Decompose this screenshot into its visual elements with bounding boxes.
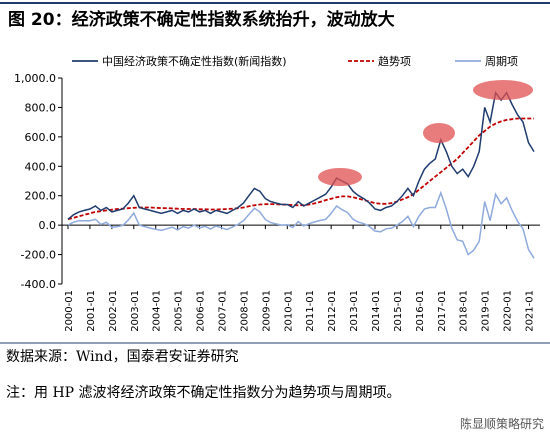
x-tick-label: 2004-01 [152,290,163,332]
x-tick-label: 2006-01 [196,290,207,332]
x-tick-label: 2016-01 [415,290,426,332]
x-tick-label: 2012-01 [327,290,338,332]
x-tick-label: 2021-01 [525,290,536,332]
series-line [67,90,535,220]
x-tick-label: 2017-01 [437,290,448,332]
x-tick-label: 2020-01 [503,290,514,332]
x-tick-label: 2007-01 [218,290,229,332]
y-tick-label: 0.0 [39,219,57,232]
legend-label: 周期项 [485,55,518,68]
y-tick-label: -200.0 [21,249,56,262]
x-tick-label: 2011-01 [305,290,316,332]
x-tick-label: 2008-01 [239,290,250,332]
x-tick-label: 2015-01 [393,290,404,332]
watermark: 陈显顺策略研究 [460,416,544,431]
legend-label: 趋势项 [378,55,411,68]
x-tick-label: 2005-01 [174,290,185,332]
chart-title: 图 20：经济政策不确定性指数系统抬升，波动放大 [8,9,395,30]
y-tick-label: -400.0 [21,278,56,291]
highlight [318,168,362,186]
x-tick-label: 2009-01 [261,290,272,332]
highlight [473,80,533,100]
y-tick-label: 800.0 [25,101,57,114]
y-tick-label: 600.0 [25,131,57,144]
x-tick-label: 2001-01 [86,290,97,332]
x-tick-label: 2002-01 [108,290,119,332]
x-tick-label: 2019-01 [481,290,492,332]
legend-label: 中国经济政策不确定性指数(新闻指数) [102,54,287,68]
series-line [67,190,535,259]
y-tick-label: 400.0 [25,160,57,173]
y-tick-label: 200.0 [25,190,57,203]
x-tick-label: 2013-01 [349,290,360,332]
highlight [423,123,455,143]
x-tick-label: 2014-01 [371,290,382,332]
note: 注：用 HP 滤波将经济政策不确定性指数分为趋势项与周期项。 [6,384,401,401]
plot-area: 1,000.0 800.0 600.0 400.0 200.0 0.0 -200.0 -400… [14,54,540,332]
x-tick-label: 2003-01 [130,290,141,332]
source: 数据来源：Wind，国泰君安证券研究 [6,349,239,365]
x-tick-label: 2018-01 [459,290,470,332]
y-tick-label: 1,000.0 [14,72,56,85]
series-line [67,117,534,221]
x-tick-label: 2000-01 [64,290,75,332]
x-tick-label: 2010-01 [283,290,294,332]
